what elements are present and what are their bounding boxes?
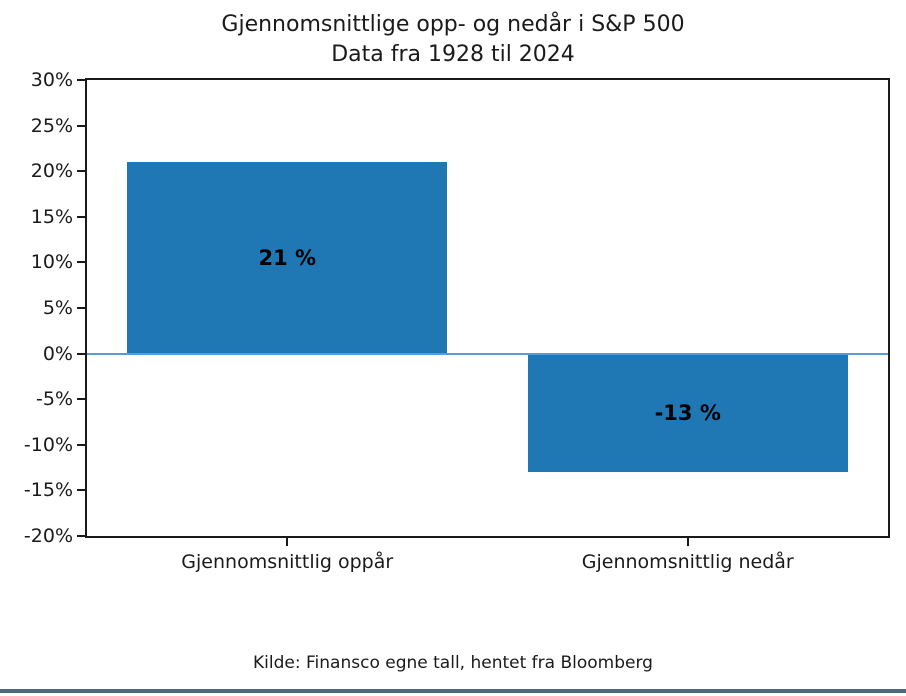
y-tick-label: -15% bbox=[23, 479, 73, 502]
bar-2 bbox=[527, 353, 848, 473]
chart-title: Gjennomsnittlige opp- og nedår i S&P 500 bbox=[221, 12, 685, 37]
y-tick-label: 30% bbox=[30, 69, 73, 91]
y-tick-mark bbox=[77, 261, 85, 264]
y-tick-mark bbox=[77, 170, 85, 173]
y-tick-mark bbox=[77, 489, 85, 492]
y-tick-mark bbox=[77, 352, 85, 355]
bar-value-label: -13 % bbox=[654, 400, 721, 425]
y-tick-label: 10% bbox=[30, 251, 73, 274]
y-tick-mark bbox=[77, 535, 85, 537]
y-tick-label: 5% bbox=[42, 297, 73, 319]
y-tick-mark bbox=[77, 215, 85, 218]
plot-area: 21 % -13 % bbox=[85, 78, 890, 538]
zero-line bbox=[87, 352, 888, 355]
bar-value-label: 21 % bbox=[258, 245, 317, 270]
x-tick-label: Gjennomsnittlig oppår bbox=[181, 551, 394, 573]
y-tick-label: -10% bbox=[23, 433, 73, 456]
y-tick-mark bbox=[77, 79, 85, 81]
x-tick-mark bbox=[286, 538, 289, 546]
y-tick-mark bbox=[77, 443, 85, 446]
y-tick-label: 15% bbox=[30, 205, 73, 228]
y-tick-label: 0% bbox=[42, 342, 73, 365]
y-tick-label: 25% bbox=[30, 114, 73, 137]
chart-subtitle: Data fra 1928 til 2024 bbox=[331, 42, 575, 67]
y-tick-label: 20% bbox=[30, 160, 73, 183]
y-tick-mark bbox=[77, 124, 85, 127]
bar-1 bbox=[127, 162, 448, 354]
source-note: Kilde: Finansco egne tall, hentet fra Bl… bbox=[253, 653, 653, 673]
y-tick-label: -5% bbox=[36, 388, 73, 411]
x-tick-mark bbox=[686, 538, 689, 546]
y-tick-mark bbox=[77, 398, 85, 401]
x-tick-label: Gjennomsnittlig nedår bbox=[581, 551, 794, 573]
y-tick-label: -20% bbox=[23, 525, 73, 547]
y-tick-mark bbox=[77, 307, 85, 309]
bottom-accent-bar bbox=[0, 689, 906, 693]
